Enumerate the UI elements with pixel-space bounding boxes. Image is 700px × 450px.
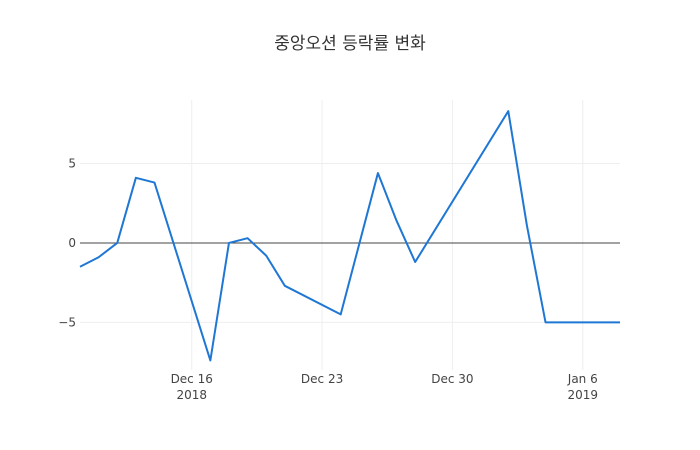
series: [79, 110, 621, 362]
x-tick-label: Dec 30: [431, 372, 473, 386]
chart-title: 중앙오션 등락률 변화: [274, 34, 426, 54]
y-tick-label: 0: [68, 236, 76, 250]
x-tick-year-label: 2019: [567, 388, 598, 402]
x-tick-label: Jan 6: [567, 372, 598, 386]
y-tick-label: −5: [58, 315, 76, 329]
y-tick-label: 5: [68, 157, 76, 171]
x-tick-label: Dec 23: [301, 372, 343, 386]
x-tick-label: Dec 16: [171, 372, 213, 386]
axes: Dec 16 2018 Dec 23 Dec 30 Jan 6 2019 5 0 −5: [58, 157, 598, 402]
x-tick-year-label: 2018: [176, 388, 207, 402]
grid: [80, 100, 620, 370]
series-line: [79, 110, 620, 362]
